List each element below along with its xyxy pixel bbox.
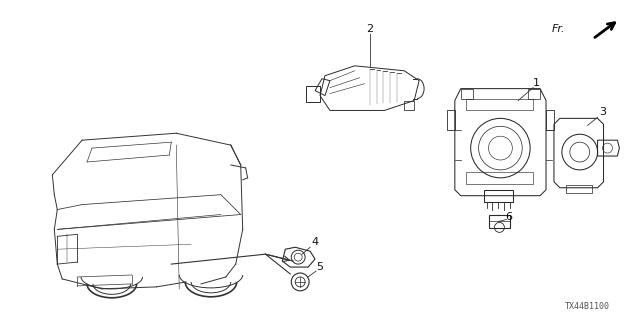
Text: TX44B1100: TX44B1100 [565,302,610,311]
Bar [546,110,554,130]
Text: 6: 6 [505,212,512,222]
Text: 3: 3 [599,108,606,117]
Text: Fr.: Fr. [551,24,565,34]
Text: 2: 2 [366,24,373,34]
Bar [528,89,540,99]
Bar [404,100,414,110]
Bar [466,99,533,110]
Bar [306,86,320,101]
Bar [447,110,455,130]
Text: 5: 5 [317,262,323,272]
Text: 4: 4 [312,237,319,247]
Bar [566,185,591,193]
Bar [466,172,533,184]
Bar [461,89,473,99]
Text: 1: 1 [532,78,540,88]
Bar [484,190,513,202]
Bar [488,214,510,228]
